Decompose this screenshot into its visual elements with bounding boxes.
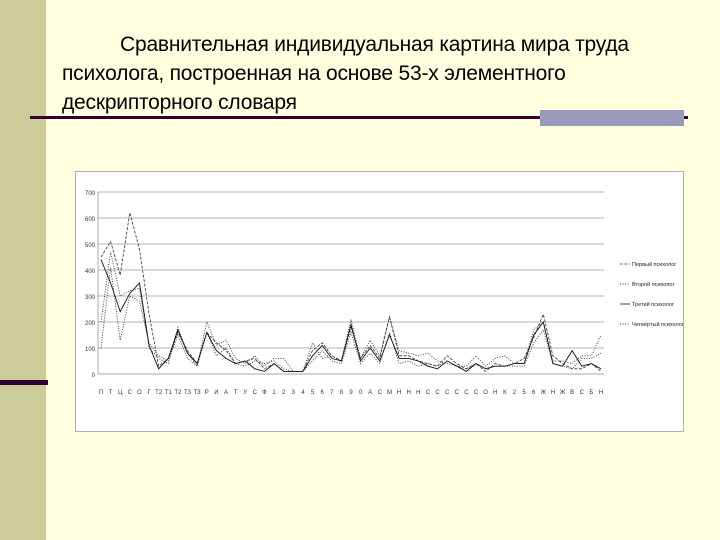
x-tick-label: С bbox=[464, 390, 469, 396]
legend-label: Первый психолог bbox=[632, 261, 676, 268]
x-tick-label: И bbox=[214, 390, 218, 396]
legend-label: Четвёртый психолог bbox=[632, 321, 683, 328]
x-tick-label: С bbox=[445, 390, 450, 396]
y-tick-label: 200 bbox=[85, 321, 96, 327]
x-tick-label: 9 bbox=[349, 390, 353, 396]
legend-label: Третий психолог bbox=[632, 301, 674, 308]
x-tick-label: С bbox=[435, 390, 440, 396]
x-tick-label: 1 bbox=[272, 390, 276, 396]
title-rule bbox=[30, 116, 688, 119]
x-tick-label: 6 bbox=[320, 390, 324, 396]
y-tick-label: 600 bbox=[85, 217, 96, 223]
series-line-3 bbox=[100, 259, 602, 372]
x-tick-label: О bbox=[137, 390, 142, 396]
x-tick-label: Г bbox=[147, 390, 151, 396]
x-tick-label: 8 bbox=[340, 390, 344, 396]
x-tick-label: Н bbox=[416, 390, 420, 396]
x-tick-label: С bbox=[378, 390, 383, 396]
x-tick-label: С bbox=[426, 390, 431, 396]
x-tick-label: Н bbox=[551, 390, 555, 396]
x-tick-label: Н bbox=[599, 390, 603, 396]
x-tick-label: Н bbox=[407, 390, 411, 396]
x-tick-label: С bbox=[128, 390, 133, 396]
x-tick-label: О bbox=[483, 390, 488, 396]
x-tick-label: 4 bbox=[301, 390, 305, 396]
x-tick-label: Б bbox=[589, 390, 593, 396]
y-tick-label: 100 bbox=[85, 347, 96, 353]
x-tick-label: В bbox=[570, 390, 574, 396]
x-tick-label: 3 bbox=[292, 390, 296, 396]
x-tick-label: Ж bbox=[560, 390, 566, 396]
y-tick-label: 300 bbox=[85, 295, 96, 301]
x-tick-label: Н bbox=[397, 390, 401, 396]
x-tick-label: Т2 bbox=[174, 390, 182, 396]
slide-title: Сравнительная индивидуальная картина мир… bbox=[62, 33, 629, 114]
x-tick-label: П bbox=[99, 390, 103, 396]
x-tick-label: Т bbox=[109, 390, 113, 396]
x-tick-label: 6 bbox=[532, 390, 536, 396]
chart-frame: 0 100 200 300 400 500 600 700 П Т Ц С О Г Т2 Т1 Т2 Т3 Т3 Р И… bbox=[75, 171, 684, 432]
x-tick-label: 5 bbox=[311, 390, 315, 396]
x-tick-label: У bbox=[243, 390, 247, 396]
x-tick-label: Т3 bbox=[184, 390, 192, 396]
left-decor-bar bbox=[0, 0, 46, 540]
y-tick-label: 400 bbox=[85, 269, 96, 275]
x-tick-label: Ц bbox=[118, 390, 123, 396]
y-tick-label: 500 bbox=[85, 243, 96, 249]
x-tick-label: Р bbox=[205, 390, 209, 396]
x-tick-label: Т2 bbox=[155, 390, 163, 396]
x-tick-label: 2 bbox=[282, 390, 286, 396]
x-tick-label: Ж bbox=[541, 390, 547, 396]
x-tick-label: 7 bbox=[330, 390, 334, 396]
x-tick-label: 2 bbox=[513, 390, 517, 396]
series-line-1 bbox=[100, 212, 602, 372]
y-tick-label: 700 bbox=[85, 191, 96, 197]
x-tick-label: 5 bbox=[522, 390, 526, 396]
x-tick-label: Т bbox=[234, 390, 238, 396]
x-tick-label: С bbox=[580, 390, 585, 396]
series-line-4 bbox=[100, 267, 602, 372]
x-tick-label: С bbox=[455, 390, 460, 396]
x-tick-label: 0 bbox=[359, 390, 363, 396]
x-tick-label: Т1 bbox=[165, 390, 173, 396]
x-tick-label: М bbox=[387, 390, 392, 396]
y-tick-label: 0 bbox=[92, 373, 96, 379]
x-tick-label: А bbox=[368, 390, 372, 396]
x-tick-label: А bbox=[224, 390, 228, 396]
x-tick-label: К bbox=[503, 390, 507, 396]
x-tick-label: Т3 bbox=[194, 390, 202, 396]
x-tick-label: Ф bbox=[262, 390, 267, 396]
left-decor-accent bbox=[0, 380, 48, 385]
legend-label: Второй психолог bbox=[632, 281, 674, 288]
title-rule-block bbox=[540, 110, 684, 126]
x-tick-label: Н bbox=[493, 390, 497, 396]
x-tick-label: С bbox=[474, 390, 479, 396]
x-tick-label: С bbox=[253, 390, 258, 396]
